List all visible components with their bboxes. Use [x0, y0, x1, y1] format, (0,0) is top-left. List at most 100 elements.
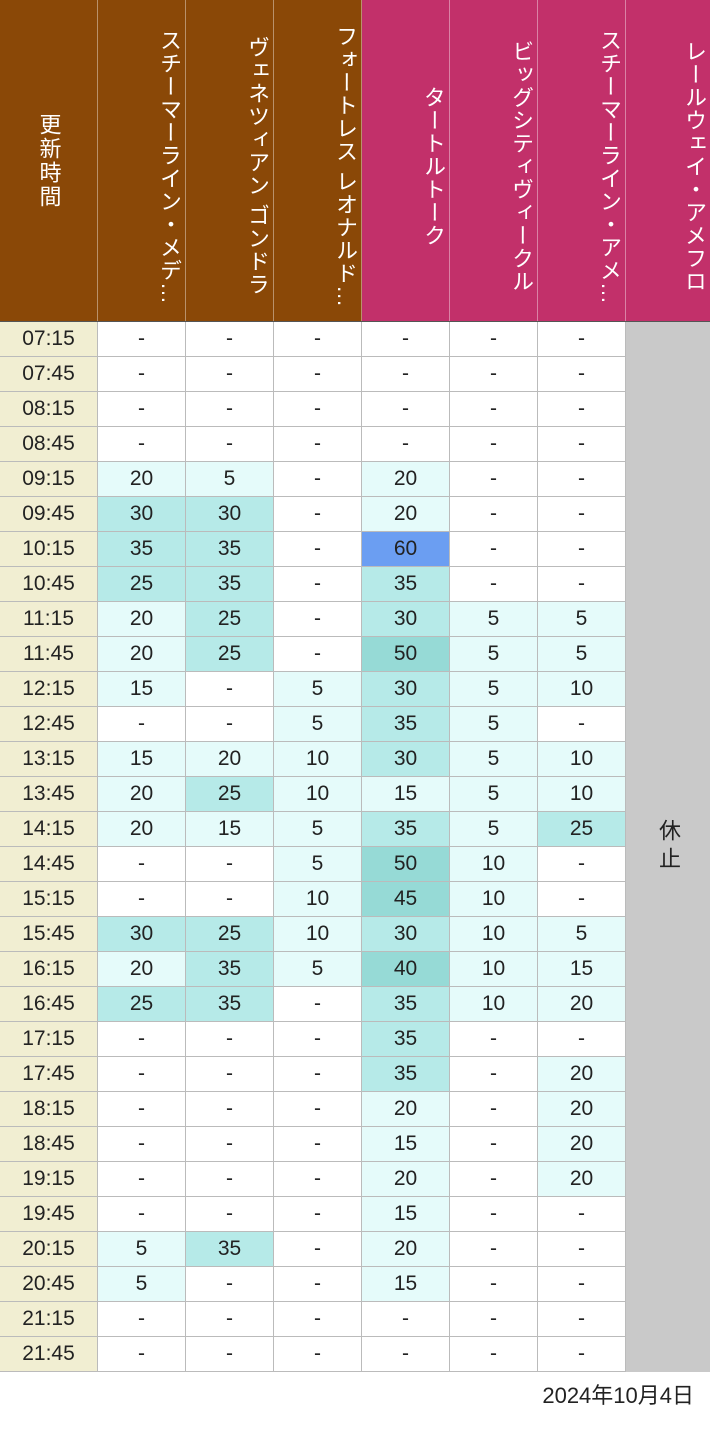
wait-time-cell: 20	[362, 1092, 450, 1126]
time-cell: 19:15	[0, 1162, 98, 1196]
time-cell: 16:15	[0, 952, 98, 986]
wait-time-cell: -	[450, 567, 538, 601]
table-row: 09:15205-20--	[0, 462, 710, 497]
wait-time-cell: 30	[186, 497, 274, 531]
wait-time-cell: -	[186, 392, 274, 426]
table-row: 07:45------	[0, 357, 710, 392]
wait-time-cell: -	[362, 322, 450, 356]
wait-time-cell: -	[450, 1267, 538, 1301]
time-cell: 15:45	[0, 917, 98, 951]
wait-time-cell: -	[450, 322, 538, 356]
wait-time-cell: -	[274, 1337, 362, 1371]
wait-time-cell: -	[274, 497, 362, 531]
table-row: 15:15--104510-	[0, 882, 710, 917]
wait-time-cell: 30	[98, 497, 186, 531]
wait-time-cell: 10	[450, 882, 538, 916]
wait-time-cell: 15	[98, 672, 186, 706]
table-row: 14:152015535525	[0, 812, 710, 847]
wait-time-cell: 10	[538, 742, 626, 776]
wait-time-cell: 5	[450, 637, 538, 671]
wait-time-cell: -	[362, 1302, 450, 1336]
wait-time-cell: 20	[362, 497, 450, 531]
table-row: 21:45------	[0, 1337, 710, 1372]
wait-time-cell: 5	[450, 742, 538, 776]
wait-time-cell: 25	[186, 917, 274, 951]
wait-time-cell: 30	[98, 917, 186, 951]
wait-time-cell: 5	[450, 602, 538, 636]
wait-time-cell: -	[186, 672, 274, 706]
wait-time-cell: -	[274, 322, 362, 356]
wait-time-cell: -	[98, 707, 186, 741]
wait-time-cell: -	[274, 602, 362, 636]
wait-time-cell: 10	[274, 777, 362, 811]
time-cell: 16:45	[0, 987, 98, 1021]
wait-time-cell: 50	[362, 637, 450, 671]
wait-time-cell: -	[538, 497, 626, 531]
wait-time-cell: 5	[450, 812, 538, 846]
wait-time-cell: 30	[362, 672, 450, 706]
wait-time-cell: -	[98, 1337, 186, 1371]
wait-time-cell: -	[450, 392, 538, 426]
wait-time-cell: -	[98, 1022, 186, 1056]
wait-time-cell: 10	[538, 672, 626, 706]
table-row: 18:45---15-20	[0, 1127, 710, 1162]
wait-time-cell: 10	[450, 917, 538, 951]
wait-time-cell: -	[362, 1337, 450, 1371]
table-row: 08:45------	[0, 427, 710, 462]
wait-time-cell: -	[274, 462, 362, 496]
wait-time-cell: 5	[98, 1232, 186, 1266]
wait-time-cell: -	[450, 462, 538, 496]
wait-time-cell: 35	[186, 532, 274, 566]
wait-time-cell: 5	[450, 672, 538, 706]
wait-time-cell: 50	[362, 847, 450, 881]
wait-time-cell: -	[274, 357, 362, 391]
time-cell: 10:45	[0, 567, 98, 601]
time-cell: 09:15	[0, 462, 98, 496]
wait-time-cell: 5	[450, 707, 538, 741]
wait-time-cell: 35	[186, 952, 274, 986]
wait-time-cell: 35	[362, 987, 450, 1021]
time-cell: 11:15	[0, 602, 98, 636]
table-row: 20:455--15--	[0, 1267, 710, 1302]
time-cell: 15:15	[0, 882, 98, 916]
table-row: 15:4530251030105	[0, 917, 710, 952]
wait-time-cell: -	[98, 392, 186, 426]
wait-time-cell: 5	[186, 462, 274, 496]
table-row: 17:45---35-20	[0, 1057, 710, 1092]
wait-time-cell: -	[450, 1057, 538, 1091]
wait-time-cell: -	[186, 1302, 274, 1336]
table-row: 21:15------	[0, 1302, 710, 1337]
table-row: 19:15---20-20	[0, 1162, 710, 1197]
wait-time-cell: -	[362, 392, 450, 426]
wait-time-cell: -	[186, 707, 274, 741]
wait-time-cell: -	[98, 847, 186, 881]
footer-date: 2024年10月4日	[0, 1372, 710, 1418]
time-cell: 17:15	[0, 1022, 98, 1056]
wait-time-cell: 20	[538, 1127, 626, 1161]
wait-time-cell: -	[274, 1092, 362, 1126]
wait-time-cell: -	[450, 1232, 538, 1266]
wait-time-cell: 5	[274, 672, 362, 706]
table-row: 12:45--5355-	[0, 707, 710, 742]
wait-time-cell: 5	[274, 847, 362, 881]
wait-time-cell: -	[450, 1127, 538, 1161]
wait-time-cell: -	[538, 707, 626, 741]
table-row: 10:153535-60--	[0, 532, 710, 567]
wait-time-cell: -	[538, 462, 626, 496]
wait-time-cell: -	[186, 1127, 274, 1161]
attraction-header: スチーマーライン・アメ…	[538, 0, 626, 321]
wait-time-cell: -	[186, 847, 274, 881]
wait-time-cell: 35	[362, 812, 450, 846]
wait-time-cell: -	[186, 1057, 274, 1091]
attraction-header: タートルトーク	[362, 0, 450, 321]
wait-time-cell: 20	[98, 462, 186, 496]
closed-column: 休止	[626, 322, 710, 1372]
wait-time-cell: 45	[362, 882, 450, 916]
wait-time-cell: 35	[362, 1022, 450, 1056]
wait-time-cell: 15	[362, 1127, 450, 1161]
wait-time-cell: -	[274, 1057, 362, 1091]
wait-time-cell: -	[450, 497, 538, 531]
table-row: 16:452535-351020	[0, 987, 710, 1022]
time-cell: 21:15	[0, 1302, 98, 1336]
wait-time-cell: -	[186, 1267, 274, 1301]
